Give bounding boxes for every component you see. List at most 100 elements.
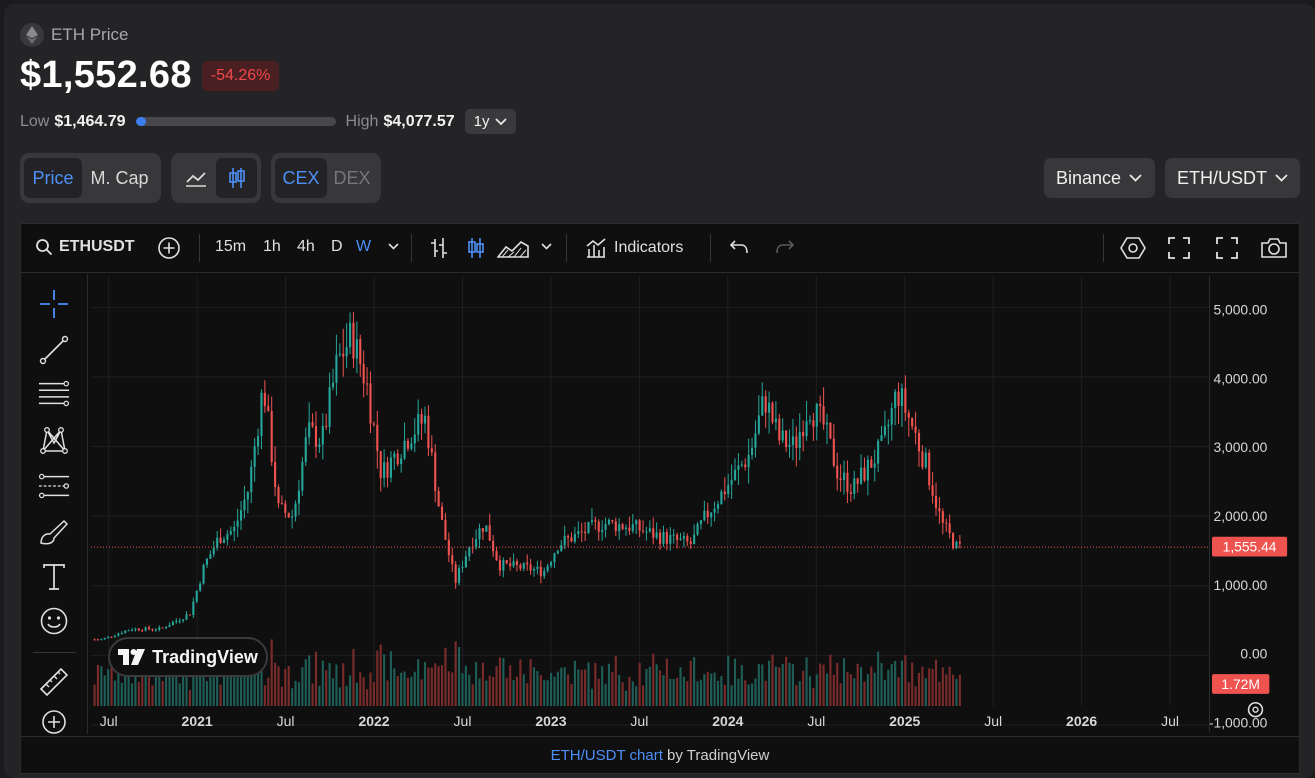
chevron-down-icon [541,243,552,250]
symbol-search[interactable]: ETHUSDT [35,238,135,256]
candle-body [894,391,897,409]
candlestick-button[interactable] [216,158,257,198]
candle-body [158,627,161,630]
volume-bar [911,662,914,706]
interval-4h[interactable]: 4h [297,238,315,255]
fullscreen-button[interactable] [1168,237,1190,259]
volume-bar [723,684,726,706]
volume-bar [740,665,743,706]
ruler-tool[interactable] [38,666,70,698]
zoom-in-tool[interactable] [38,710,70,734]
indicators-button[interactable]: Indicators [584,236,683,260]
redo-button[interactable] [775,239,795,255]
candle-body [338,353,341,355]
volume-bar [267,677,270,706]
y-tick-label: 4,000.00 [1214,370,1268,386]
candle-body [420,414,423,424]
volume-bar [904,655,907,706]
candle-body [536,566,539,569]
volume-bar [151,685,154,706]
volume-bar [526,683,529,706]
compare-button[interactable] [157,236,181,260]
period-dropdown[interactable]: 1y [464,109,517,134]
candle-body [165,627,168,629]
tab-price[interactable]: Price [24,158,82,198]
volume-bar [529,659,532,706]
volume-bar [338,687,341,706]
tab-market-cap[interactable]: M. Cap [90,167,149,188]
bars-style-button[interactable] [429,237,449,259]
expand-button[interactable] [1216,237,1238,259]
last-price-label: 1,555.44 [1223,539,1277,555]
exchange-dropdown[interactable]: Binance [1044,158,1155,198]
volume-bar [222,670,226,706]
crosshair-tool[interactable] [38,288,70,320]
interval-w[interactable]: W [356,238,372,255]
volume-bar [907,682,910,706]
candle-body [113,635,117,637]
volume-bar [444,647,447,706]
interval-15m[interactable]: 15m [215,238,247,255]
chart-settings-button[interactable] [1120,236,1146,260]
last-price-tag [1211,536,1288,557]
volume-bar [890,663,893,706]
candles-style-button[interactable] [466,237,486,259]
brush-tool[interactable] [38,516,70,548]
candle-body [185,614,188,620]
price-axis[interactable]: 5,000.00 4,000.00 3,000.00 2,000.00 1,000.00… [1209,276,1299,732]
volume-bar [485,680,488,706]
pair-dropdown[interactable]: ETH/USDT [1165,158,1300,198]
fullscreen-icon [1168,237,1190,259]
line-chart-button[interactable] [175,158,216,198]
pattern-tool[interactable] [38,424,70,456]
volume-bar [768,660,771,706]
forecast-tool[interactable] [38,470,70,502]
line-chart-icon [185,172,206,187]
candle-body [444,519,447,540]
volume-bar [475,662,478,706]
candle-body [314,426,318,447]
volume-bar [747,684,750,706]
undo-button[interactable] [729,239,749,255]
volume-bar [366,689,369,706]
chart-attribution-link[interactable]: ETH/USDT chart [550,747,663,764]
candle-body [182,619,185,621]
volume-bar [669,678,672,706]
price-chart[interactable]: Jul 2021 Jul 2022 Jul 2023 Jul 2024 Jul 2025 Jul 20… [91,276,1209,732]
volume-bar [825,673,829,706]
volume-bar [478,678,481,706]
candle-body [423,415,427,424]
interval-1h[interactable]: 1h [263,238,281,255]
text-tool[interactable] [38,561,70,593]
candle-body [257,435,260,447]
candle-body [733,469,737,481]
indicators-label: Indicators [614,239,684,256]
tradingview-badge-label: TradingView [152,646,258,667]
volume-bar [757,664,760,706]
volume-bar [894,660,897,706]
volume-bar [836,662,839,706]
interval-dropdown[interactable] [388,243,399,250]
volume-bar [866,674,869,706]
style-dropdown[interactable] [541,243,552,250]
volume-bar [437,666,440,706]
area-style-button[interactable] [497,237,529,259]
toolbar-divider [710,234,711,262]
candle-body [853,478,856,494]
volume-bar [539,675,542,706]
emoji-tool[interactable] [38,605,70,637]
candle-body [434,452,437,492]
tradingview-logo-badge[interactable]: TradingView [108,637,268,677]
trendline-tool[interactable] [38,334,70,366]
tab-dex[interactable]: DEX [333,167,371,188]
volume-bar [877,651,880,706]
fib-tool[interactable] [38,378,70,410]
volume-bar [492,676,495,706]
interval-d[interactable]: D [331,238,343,255]
volume-bar [502,658,505,706]
tab-cex[interactable]: CEX [275,158,327,198]
candle-body [924,452,927,468]
snapshot-button[interactable] [1260,236,1288,260]
candle-body [400,458,403,465]
candle-body [682,536,685,539]
